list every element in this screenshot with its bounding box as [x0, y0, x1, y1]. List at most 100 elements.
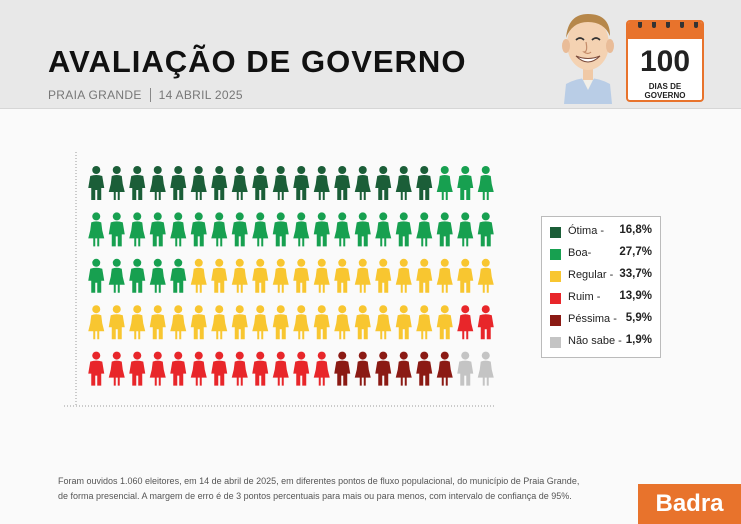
- person-icon-boa: [129, 258, 146, 293]
- legend-item: Boa- 27,7%: [550, 246, 656, 262]
- footnote-line-1: Foram ouvidos 1.060 eleitores, em 14 de …: [58, 476, 580, 486]
- person-icon-otima: [375, 166, 392, 200]
- person-icon-otima: [334, 166, 351, 200]
- person-icon-regular: [129, 305, 146, 340]
- person-icon-ruim: [313, 351, 330, 386]
- legend-value: 16,8%: [619, 224, 652, 236]
- legend-value: 27,7%: [619, 246, 652, 258]
- person-icon-boa: [436, 166, 453, 200]
- person-icon-regular: [436, 258, 453, 293]
- legend-value: 1,9%: [625, 334, 652, 346]
- person-icon-boa: [149, 258, 166, 293]
- person-icon-regular: [272, 258, 289, 293]
- person-icon-otima: [211, 166, 228, 200]
- person-icon-otima: [129, 166, 146, 200]
- person-icon-boa: [252, 212, 269, 247]
- person-icon-regular: [170, 305, 187, 340]
- pictogram-chart: [88, 166, 494, 386]
- legend-label: Ótima -: [568, 225, 605, 237]
- person-icon-regular: [190, 305, 207, 340]
- badge-label: DIAS DE GOVERNO: [644, 82, 686, 100]
- person-icon-boa: [231, 212, 248, 247]
- person-icon-pessima: [334, 351, 351, 386]
- person-icon-otima: [272, 166, 289, 200]
- legend-swatch: [550, 293, 561, 304]
- person-icon-boa: [375, 212, 392, 247]
- person-icon-regular: [375, 258, 392, 293]
- calendar-ring: [638, 22, 642, 28]
- person-icon-regular: [211, 258, 228, 293]
- person-icon-boa: [457, 166, 474, 200]
- person-icon-regular: [395, 258, 412, 293]
- person-icon-pessima: [375, 351, 392, 386]
- person-icon-ruim: [477, 305, 494, 340]
- person-icon-regular: [477, 258, 494, 293]
- person-icon-otima: [170, 166, 187, 200]
- footnote: Foram ouvidos 1.060 eleitores, em 14 de …: [58, 474, 579, 504]
- person-icon-ruim: [293, 351, 310, 386]
- person-icon-boa: [293, 212, 310, 247]
- person-icon-regular: [190, 258, 207, 293]
- person-icon-regular: [88, 305, 105, 340]
- person-icon-otima: [88, 166, 105, 200]
- legend-swatch: [550, 315, 561, 326]
- person-icon-boa: [457, 212, 474, 247]
- date-label: 14 ABRIL 2025: [158, 88, 243, 102]
- person-icon-pessima: [416, 351, 433, 386]
- footnote-line-2: de forma presencial. A margem de erro é …: [58, 491, 572, 501]
- person-icon-boa: [272, 212, 289, 247]
- person-icon-regular: [293, 258, 310, 293]
- person-icon-regular: [272, 305, 289, 340]
- person-icon-boa: [334, 212, 351, 247]
- calendar-badge: 100 DIAS DE GOVERNO: [626, 20, 704, 102]
- legend-item: Regular - 33,7%: [550, 268, 656, 284]
- legend-swatch: [550, 227, 561, 238]
- person-icon-regular: [375, 305, 392, 340]
- person-icon-regular: [416, 258, 433, 293]
- location-label: PRAIA GRANDE: [48, 88, 142, 102]
- person-icon-regular: [252, 305, 269, 340]
- mayor-caricature-icon: [562, 14, 614, 104]
- person-icon-nao-sabe: [457, 351, 474, 386]
- legend-label: Regular -: [568, 269, 614, 281]
- person-icon-ruim: [170, 351, 187, 386]
- legend-item: Ruim - 13,9%: [550, 290, 656, 306]
- person-icon-ruim: [88, 351, 105, 386]
- person-icon-regular: [334, 258, 351, 293]
- person-icon-boa: [108, 212, 125, 247]
- header: AVALIAÇÃO DE GOVERNO PRAIA GRANDE 14 ABRI…: [0, 0, 741, 109]
- legend-value: 33,7%: [619, 268, 652, 280]
- legend-label: Péssima -: [568, 313, 617, 325]
- person-icon-ruim: [211, 351, 228, 386]
- person-icon-boa: [211, 212, 228, 247]
- person-icon-pessima: [395, 351, 412, 386]
- person-icon-boa: [354, 212, 371, 247]
- person-icon-regular: [149, 305, 166, 340]
- person-icon-boa: [477, 212, 494, 247]
- badge-number: 100: [639, 45, 691, 78]
- person-icon-boa: [190, 212, 207, 247]
- subtitle: PRAIA GRANDE 14 ABRIL 2025: [48, 88, 243, 102]
- person-icon-nao-sabe: [477, 351, 494, 386]
- page-title: AVALIAÇÃO DE GOVERNO: [48, 44, 467, 79]
- person-icon-ruim: [190, 351, 207, 386]
- legend-item: Não sabe -1,9%: [550, 334, 656, 350]
- person-icon-regular: [354, 258, 371, 293]
- person-icon-otima: [354, 166, 371, 200]
- person-icon-otima: [108, 166, 125, 200]
- person-icon-regular: [395, 305, 412, 340]
- legend-label: Ruim -: [568, 291, 601, 303]
- legend-value: 5,9%: [625, 312, 652, 324]
- person-icon-regular: [313, 305, 330, 340]
- person-icon-regular: [231, 305, 248, 340]
- person-icon-boa: [108, 258, 125, 293]
- person-icon-boa: [395, 212, 412, 247]
- person-icon-boa: [436, 212, 453, 247]
- legend-swatch: [550, 337, 561, 348]
- legend-item: Ótima - 16,8%: [550, 224, 656, 240]
- person-icon-ruim: [272, 351, 289, 386]
- person-icon-boa: [477, 166, 494, 200]
- legend: Ótima - 16,8% Boa- 27,7% Regular - 33,7% Ruim …: [541, 216, 661, 358]
- person-icon-regular: [231, 258, 248, 293]
- person-icon-otima: [252, 166, 269, 200]
